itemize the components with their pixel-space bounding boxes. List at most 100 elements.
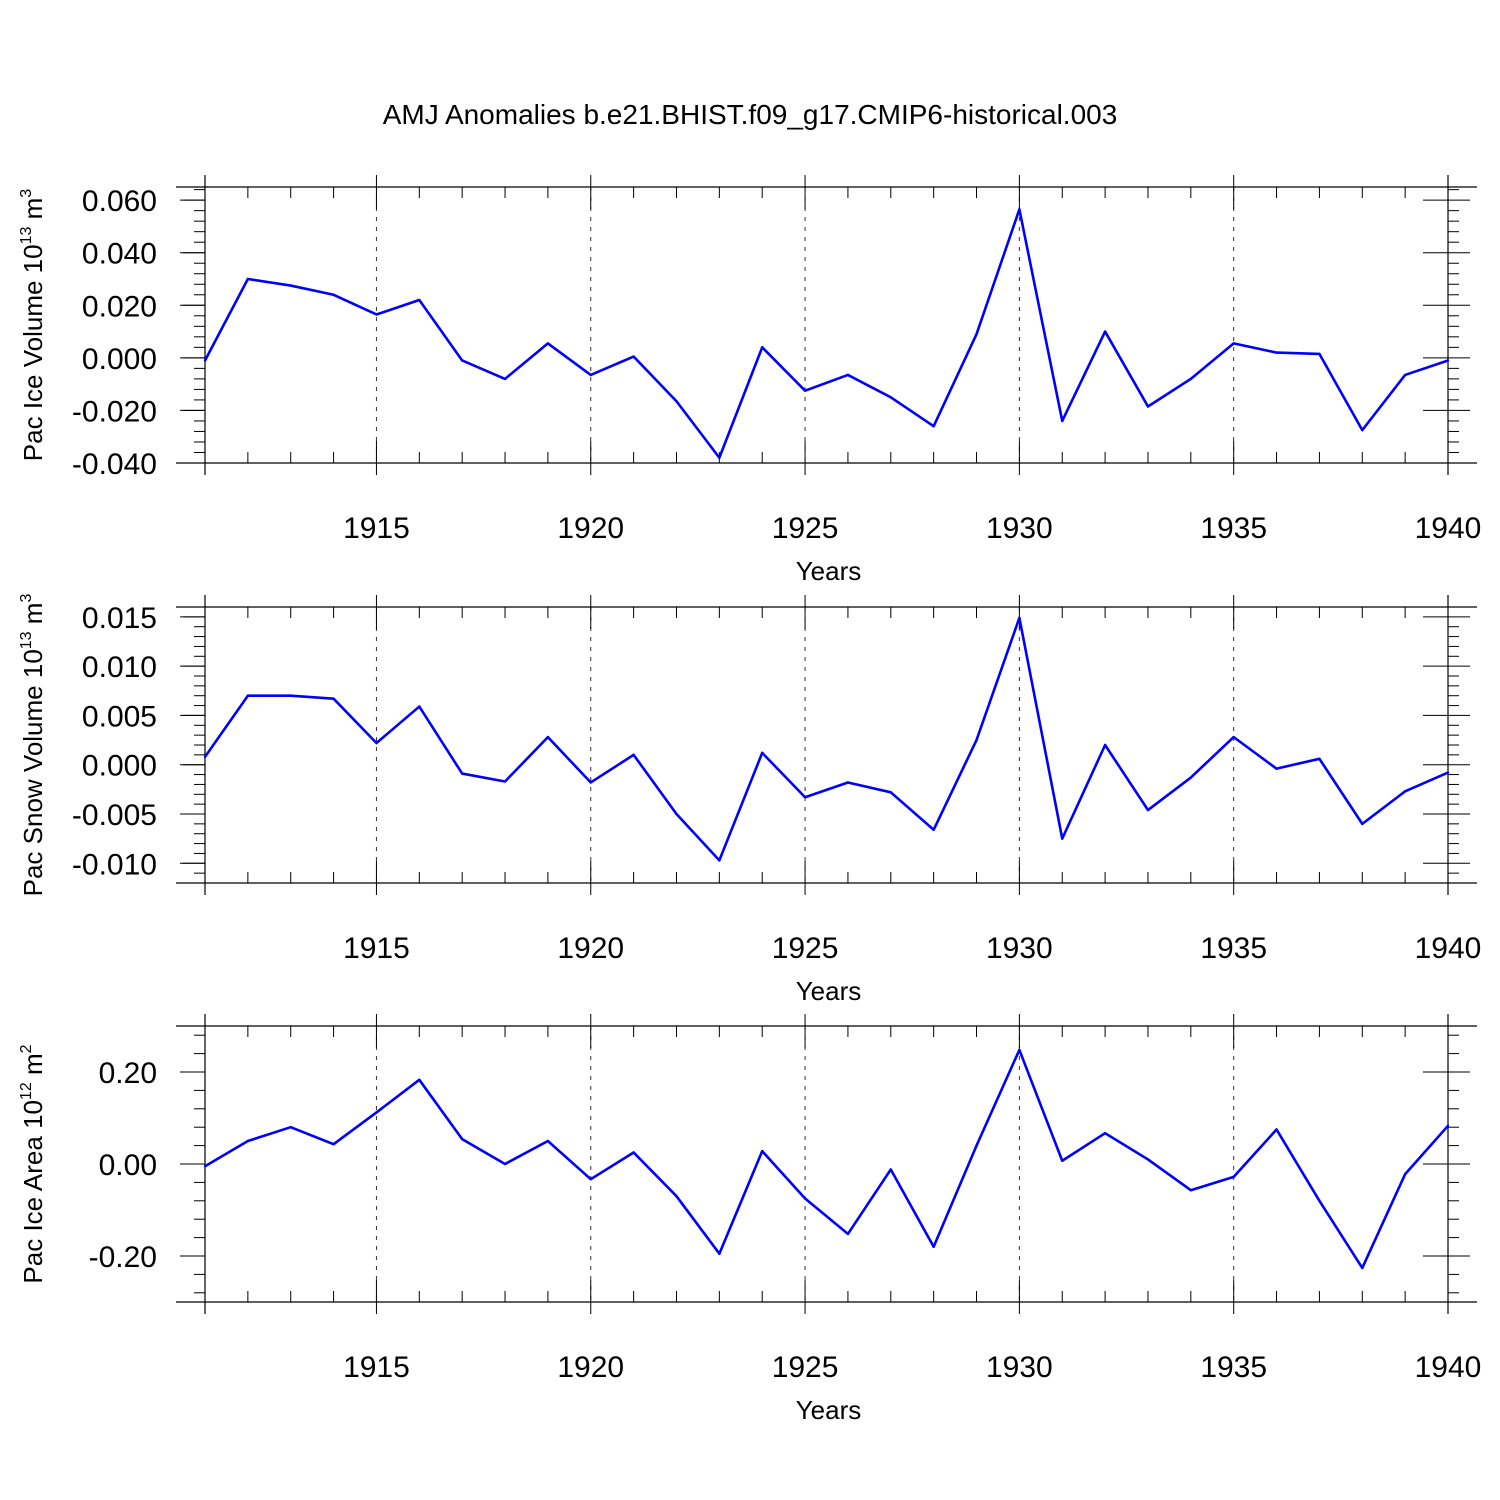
data-point [1103,330,1107,333]
data-point [546,342,550,345]
x-tick-label: 1940 [1415,932,1482,965]
data-point [675,1195,678,1198]
x-axis-label: Years [796,1395,862,1425]
y-tick-label: -0.20 [89,1241,157,1274]
data-point [846,1232,850,1236]
data-point [1189,776,1193,779]
data-point [1018,1048,1021,1052]
data-point [1361,1266,1364,1270]
data-point [1018,208,1021,211]
x-tick-label: 1935 [1200,1351,1267,1384]
data-point [546,1139,550,1143]
data-point [1446,1124,1450,1128]
data-point [418,298,421,302]
x-tick-label: 1925 [772,932,839,965]
data-point [332,697,335,700]
data-point [932,425,935,428]
data-point [1361,822,1364,826]
y-axis-label-part: m [18,1053,48,1082]
y-axis-label-part: m [18,603,48,632]
data-point [1189,1189,1193,1192]
y-tick-label: -0.020 [72,395,157,428]
data-point [632,355,635,358]
y-tick-label: 0.040 [82,238,157,271]
x-tick-label: 1920 [557,512,624,545]
x-tick-label: 1925 [772,1351,839,1384]
x-axis-label: Years [796,556,862,586]
data-point [332,293,335,296]
y-axis-label-part: Pac Ice Volume 10 [18,244,48,461]
data-point [1232,342,1235,345]
data-point [1146,808,1150,812]
data-point [761,751,764,755]
y-tick-label: 0.015 [82,602,157,635]
data-point [246,277,250,281]
data-point [1061,1159,1064,1162]
data-point [503,780,507,783]
data-point [246,1139,250,1143]
data-point [975,1144,978,1147]
x-tick-label: 1930 [986,512,1053,545]
data-point [975,333,978,336]
y-tick-label: 0.000 [82,750,157,783]
data-point [246,694,250,697]
x-tick-label: 1930 [986,932,1053,965]
y-axis-label: Pac Ice Volume 1013 m3 [18,189,48,462]
data-point [1275,1128,1278,1131]
y-tick-label: 0.020 [82,290,157,323]
data-point [803,1197,807,1200]
data-point [932,828,935,831]
data-point [1061,419,1064,423]
y-axis-label-superscript: 3 [18,594,35,603]
data-point [1146,405,1150,408]
series-line-1 [203,208,1449,460]
data-point [1146,1158,1150,1161]
y-tick-label: 0.000 [82,343,157,376]
data-point [289,694,292,697]
data-point [203,1165,207,1168]
panels: 0.060 0.040 0.020 0.000 -0.020 -0.040 1915 1920… [18,175,1481,1425]
y-axis-label: Pac Snow Volume 1013 m3 [18,594,48,897]
x-tick-label: 1940 [1415,512,1482,545]
data-point [1318,757,1321,760]
data-point [1446,359,1450,362]
chart-panel-3: 0.20 0.00 -0.20 1915 1920 1925 1930 1935 1940 Yea… [18,1014,1481,1425]
data-point [332,1143,335,1146]
data-point [289,284,292,287]
x-tick-label: 1920 [557,1351,624,1384]
y-tick-label: 0.20 [99,1057,157,1090]
data-point [675,812,678,816]
data-point [1403,790,1407,793]
data-point [418,1078,421,1082]
x-tick-label: 1915 [343,1351,410,1384]
data-point [589,781,592,784]
data-point [460,359,464,362]
data-point [503,377,507,381]
data-point [718,859,721,862]
data-point [1275,767,1278,770]
data-point [1275,351,1278,354]
data-point [975,738,978,742]
y-tick-label: -0.040 [72,448,157,481]
data-point [203,359,207,362]
x-tick-label: 1930 [986,1351,1053,1384]
data-point [1018,616,1021,620]
y-axis-label: Pac Ice Area 1012 m2 [18,1044,48,1283]
data-point [1061,837,1064,840]
data-point [1446,771,1450,774]
data-point [460,1137,464,1141]
data-point [503,1162,507,1166]
data-point [803,796,807,799]
data-point [289,1126,292,1129]
y-axis-label-superscript: 2 [18,1044,35,1053]
x-tick-label: 1915 [343,512,410,545]
x-tick-label: 1935 [1200,512,1267,545]
data-point [589,1177,592,1181]
data-point [632,753,635,757]
data-point [675,400,678,403]
data-point [546,735,550,739]
data-point [418,705,421,708]
y-tick-label: 0.010 [82,651,157,684]
chart-panel-2: 0.015 0.010 0.005 0.000 -0.005 -0.010 1915 1920… [18,594,1481,1006]
